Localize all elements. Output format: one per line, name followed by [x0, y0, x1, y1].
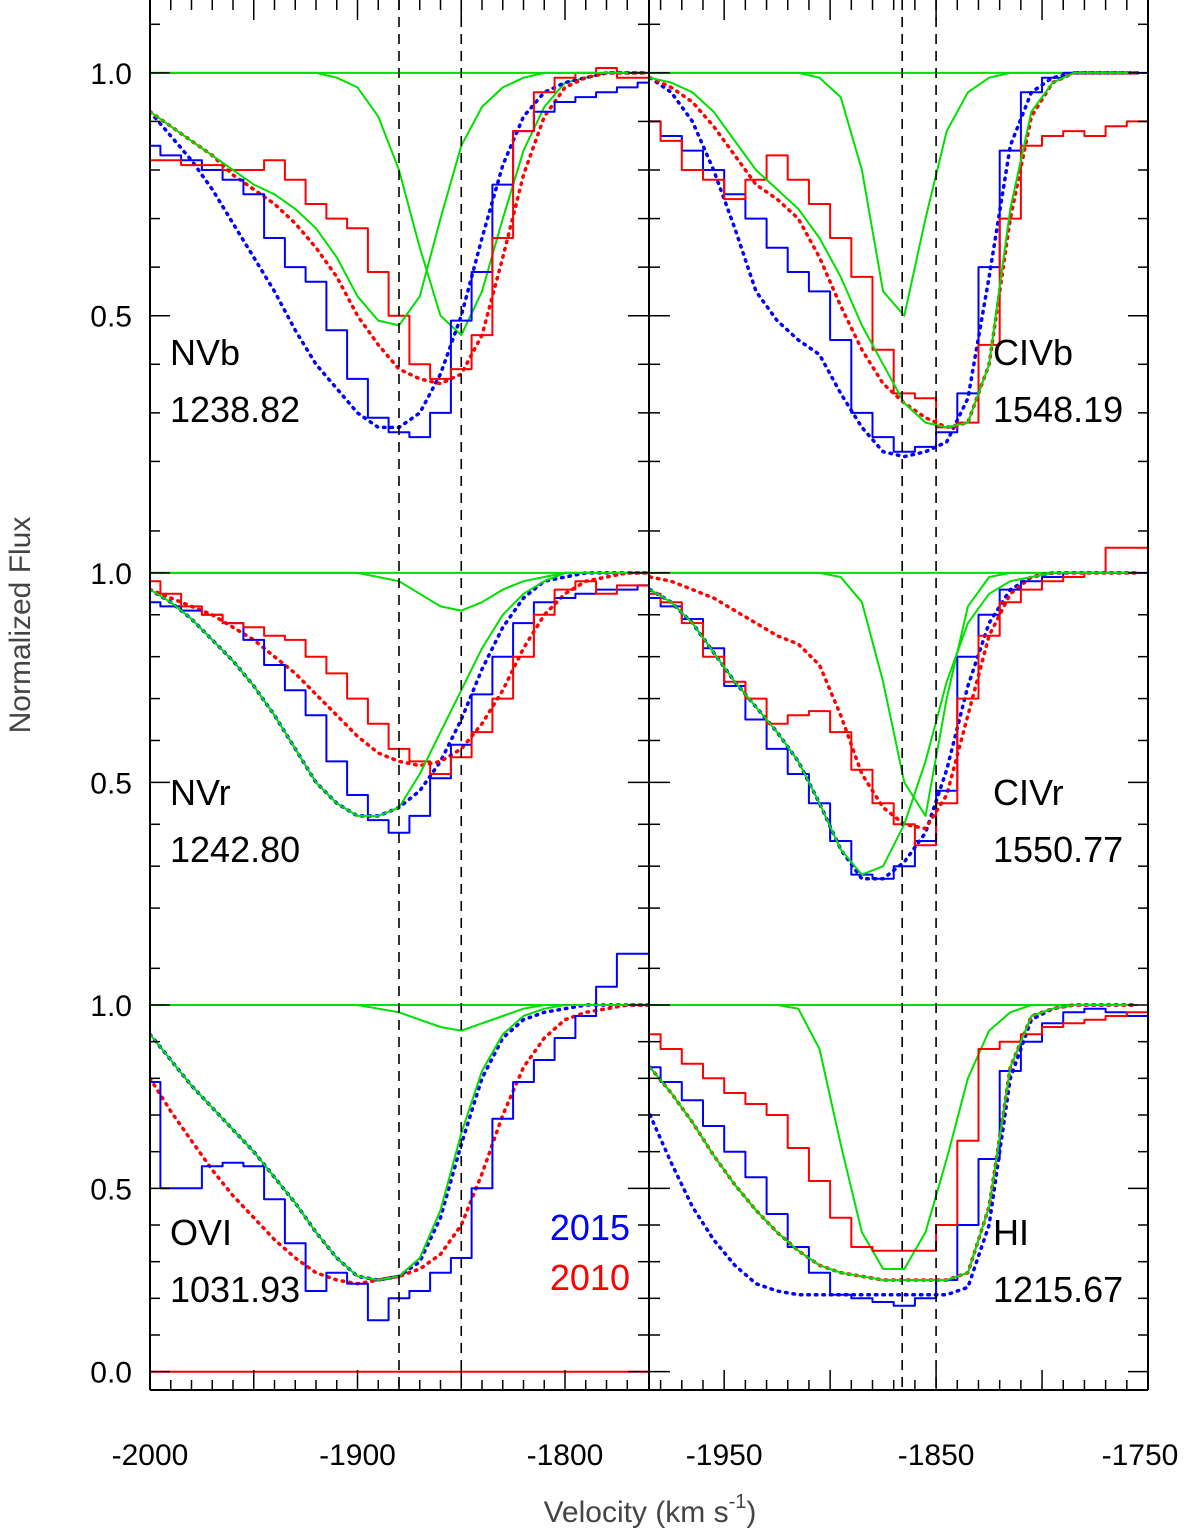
panel-wavelength-label: 1238.82 — [170, 389, 300, 430]
panel-ion-label: CIVb — [993, 332, 1073, 373]
y-ticks-CIVr — [650, 530, 1148, 909]
x-tick-label: -1900 — [319, 1439, 396, 1472]
x-axis-title-superscript: -1 — [729, 1491, 747, 1513]
y-ticks-HI — [650, 967, 1148, 1373]
series-CIVr-model-component-1 — [650, 571, 1138, 876]
series-OVI-2010-model — [150, 1003, 648, 1286]
x-tick-label: -1950 — [686, 1439, 763, 1472]
x-axis-title-close: ) — [746, 1496, 756, 1529]
series-HI-model-component-2 — [650, 1004, 1138, 1270]
panel-wavelength-label: 1031.93 — [170, 1269, 300, 1310]
series-CIVb-2010 — [650, 120, 1148, 429]
panel-ion-label: CIVr — [993, 772, 1064, 813]
x-tick-label: -1750 — [1102, 1439, 1179, 1472]
y-tick-label: 0.0 — [90, 1357, 132, 1390]
panel-CIVb: CIVb 1548.19 — [650, 23, 1148, 463]
series-CIVb-2015 — [650, 71, 1148, 453]
legend-entry-2015: 2015 — [550, 1207, 630, 1248]
x-tick-label: -2000 — [112, 1439, 189, 1472]
panel-HI: HI 1215.67 — [650, 967, 1148, 1373]
y-ticks-CIVb — [650, 23, 1148, 463]
legend-entry-2010: 2010 — [550, 1257, 630, 1298]
panel-OVI: 0.0 0.5 1.0 OVI 1031.93 — [90, 952, 648, 1390]
series-HI-2010 — [650, 1011, 1148, 1252]
panel-plot-area-CIVr — [650, 546, 1148, 881]
panel-plot-area-HI — [650, 1003, 1148, 1307]
series-NVb-2010-model — [150, 71, 648, 386]
panel-plot-area-CIVb — [650, 71, 1148, 459]
x-tick-label: -1800 — [527, 1439, 604, 1472]
y-tick-label: 0.5 — [90, 767, 132, 800]
series-NVr-2010-model — [150, 571, 648, 768]
y-tick-label: 1.0 — [90, 558, 132, 591]
series-NVr-2010 — [150, 580, 648, 775]
y-ticks-OVI — [150, 967, 648, 1373]
y-ticks-NVb — [150, 23, 648, 463]
panel-ion-label: HI — [993, 1212, 1029, 1253]
y-tick-label: 0.5 — [90, 301, 132, 334]
panel-ion-label: OVI — [170, 1212, 232, 1253]
panel-wavelength-label: 1215.67 — [993, 1269, 1123, 1310]
series-CIVr-2010 — [650, 546, 1148, 847]
panel-ion-label: NVr — [170, 772, 231, 813]
series-CIVb-model-component-2 — [650, 71, 1138, 317]
panel-ion-label: NVb — [170, 332, 240, 373]
y-tick-label: 1.0 — [90, 58, 132, 91]
y-tick-label: 1.0 — [90, 990, 132, 1023]
panel-CIVr: CIVr 1550.77 — [650, 530, 1148, 909]
frame-layer: -2000 -1900 -1800 -1950 -1850 -1750 — [112, 0, 1179, 1472]
x-axis-title: Velocity (km s-1) — [544, 1491, 757, 1529]
y-tick-label: 0.5 — [90, 1173, 132, 1206]
panel-wavelength-label: 1550.77 — [993, 829, 1123, 870]
x-axis-title-main: Velocity (km s — [544, 1496, 729, 1529]
series-CIVb-model-component-1 — [650, 71, 1138, 429]
x-tick-label: -1850 — [898, 1439, 975, 1472]
series-HI-model-component-1 — [650, 1004, 1138, 1281]
series-HI-2015 — [650, 1007, 1148, 1307]
series-NVb-2010 — [150, 67, 648, 380]
y-ticks-NVr — [150, 530, 648, 909]
y-axis-title: Normalized Flux — [4, 517, 37, 734]
panel-wavelength-label: 1548.19 — [993, 389, 1123, 430]
panel-wavelength-label: 1242.80 — [170, 829, 300, 870]
legend: 2015 2010 — [550, 1207, 630, 1298]
